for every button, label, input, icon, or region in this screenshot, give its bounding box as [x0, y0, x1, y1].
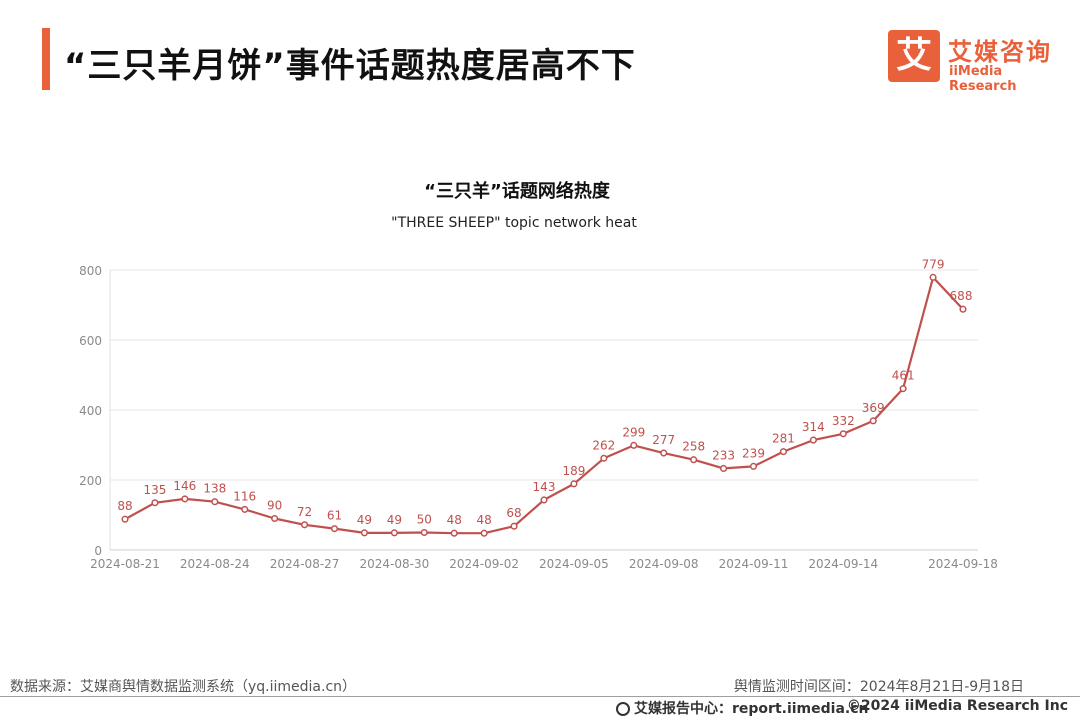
data-label: 72	[297, 505, 312, 519]
x-tick-label: 2024-08-30	[359, 557, 429, 571]
x-tick-label: 2024-08-27	[270, 557, 340, 571]
data-point	[540, 496, 548, 504]
y-tick-label: 800	[79, 264, 102, 278]
y-tick-label: 0	[94, 544, 102, 558]
data-point	[510, 522, 518, 530]
data-label: 49	[357, 513, 372, 527]
data-point	[720, 464, 728, 473]
x-tick-label: 2024-09-02	[449, 557, 519, 571]
data-label: 258	[682, 440, 705, 454]
data-point	[211, 498, 219, 506]
data-point	[420, 528, 428, 537]
data-point	[779, 448, 787, 456]
data-label: 48	[477, 513, 492, 527]
title-accent-bar	[42, 28, 50, 90]
data-point	[301, 521, 309, 529]
x-tick-label: 2024-09-14	[808, 557, 878, 571]
data-label: 143	[533, 480, 556, 494]
globe-icon	[616, 702, 630, 716]
data-label: 116	[233, 489, 256, 503]
data-label: 138	[203, 482, 226, 496]
data-label: 299	[622, 425, 645, 439]
data-point	[241, 505, 249, 513]
data-label: 461	[892, 369, 915, 383]
x-tick-label: 2024-08-21	[90, 557, 160, 571]
footer-monitor-range: 舆情监测时间区间：2024年8月21日-9月18日	[733, 679, 1024, 695]
chart-subtitle: "THREE SHEEP" topic network heat	[391, 215, 637, 231]
data-point	[271, 514, 279, 523]
logo-name-cn: 艾媒咨询	[948, 38, 1052, 66]
data-point	[450, 529, 458, 537]
data-point	[330, 525, 339, 533]
data-point	[809, 436, 817, 444]
footer-copyright: ©2024 iiMedia Research Inc	[846, 698, 1068, 714]
data-label: 135	[143, 483, 166, 497]
x-tick-label: 2024-08-24	[180, 557, 250, 571]
grid-layer	[109, 269, 978, 551]
data-label: 146	[173, 479, 196, 493]
data-label: 68	[506, 506, 521, 520]
data-point	[690, 456, 698, 464]
data-point	[959, 305, 967, 313]
data-point	[839, 430, 847, 438]
data-label: 189	[562, 464, 585, 478]
footer-divider	[0, 696, 1080, 697]
page-title: “三只羊月饼”事件话题热度居高不下	[64, 46, 636, 86]
data-label: 90	[267, 499, 282, 513]
brand-logo: 艾 艾媒咨询 iiMedia Research	[888, 30, 1068, 94]
y-tick-label: 200	[79, 474, 102, 488]
data-label: 48	[447, 513, 462, 527]
logo-mark: 艾	[888, 30, 940, 82]
data-label: 61	[327, 509, 342, 523]
data-label: 233	[712, 448, 735, 462]
data-label: 49	[387, 513, 402, 527]
data-label: 88	[117, 499, 132, 513]
series-layer	[121, 273, 967, 537]
data-label: 50	[417, 513, 432, 527]
data-label: 779	[922, 257, 945, 271]
x-tick-label: 2024-09-11	[719, 557, 789, 571]
data-point	[480, 529, 488, 537]
data-label: 239	[742, 446, 765, 460]
data-point	[749, 462, 758, 470]
data-label: 262	[592, 438, 615, 452]
footer-report-center: 艾媒报告中心：report.iimedia.cn	[616, 698, 869, 718]
data-point	[360, 529, 368, 537]
footer-source: 数据来源：艾媒商舆情数据监测系统（yq.iimedia.cn）	[10, 679, 357, 695]
data-label: 281	[772, 432, 795, 446]
x-tick-label: 2024-09-08	[629, 557, 699, 571]
data-label: 688	[950, 289, 973, 303]
data-point	[151, 499, 159, 507]
data-point	[899, 385, 907, 393]
data-point	[121, 515, 129, 523]
data-point	[600, 454, 608, 462]
x-tick-label: 2024-09-18	[928, 557, 998, 571]
data-point	[570, 480, 578, 488]
chart-title: “三只羊”话题网络热度	[424, 180, 611, 202]
data-point	[660, 449, 668, 457]
x-tick-label: 2024-09-05	[539, 557, 609, 571]
y-tick-label: 400	[79, 404, 102, 418]
footer-report-text: 艾媒报告中心：report.iimedia.cn	[634, 701, 869, 717]
data-point	[181, 495, 189, 503]
data-point	[630, 441, 638, 449]
logo-name-en: iiMedia Research	[949, 64, 1017, 94]
data-point	[869, 417, 877, 425]
data-point	[929, 273, 937, 281]
y-tick-label: 600	[79, 334, 102, 348]
axis-layer: 0 200 400 600 800 2024-08-21 2024-08-24 2024-08…	[79, 264, 998, 571]
data-label: 314	[802, 420, 825, 434]
data-point	[390, 529, 398, 537]
data-label-layer: 88 135 146 138 116 90 72 61 49 49 50 48 48 68 143 189 26…	[117, 257, 972, 527]
data-label: 332	[832, 414, 855, 428]
data-label: 277	[652, 433, 675, 447]
data-label: 369	[862, 401, 885, 415]
